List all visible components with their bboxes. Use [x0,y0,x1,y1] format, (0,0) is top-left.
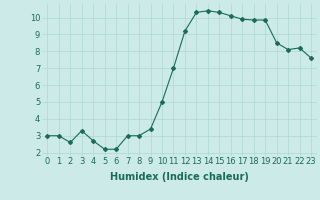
X-axis label: Humidex (Indice chaleur): Humidex (Indice chaleur) [110,172,249,182]
